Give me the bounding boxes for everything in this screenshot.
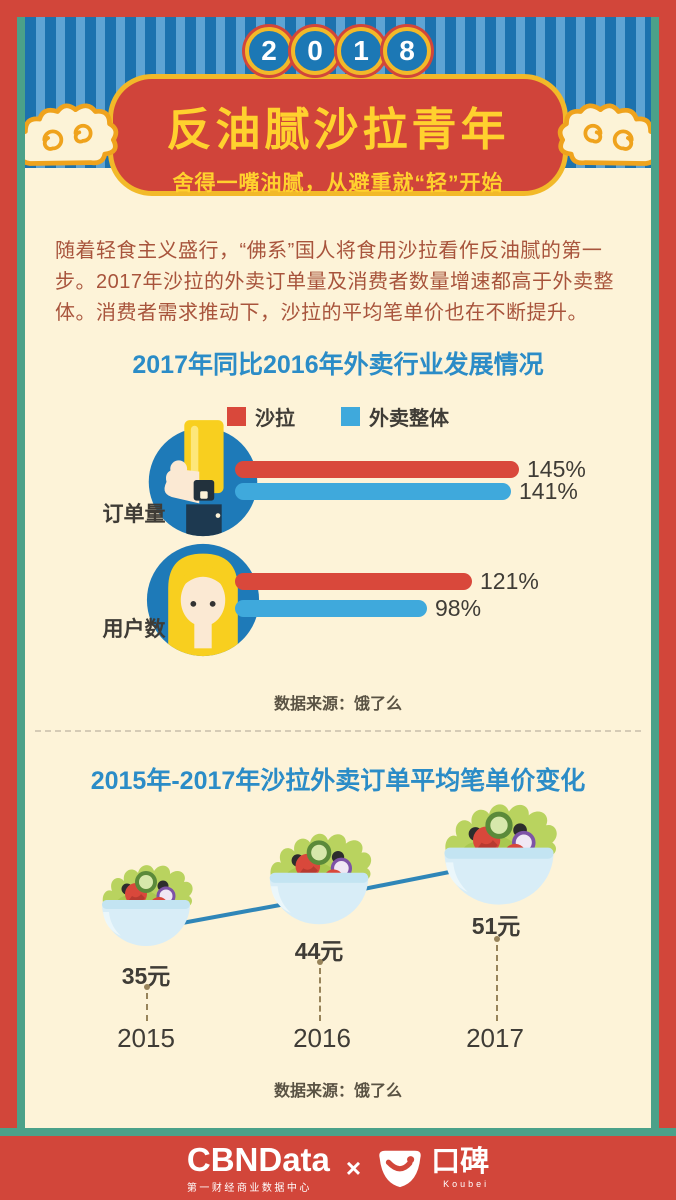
bar-orders-overall: [235, 482, 511, 500]
bar-orders-salad: [235, 460, 519, 478]
year-digit-badge: 8: [383, 27, 431, 75]
chart1-title: 2017年同比2016年外卖行业发展情况: [132, 351, 544, 379]
category-label-orders: 订单量: [102, 503, 166, 526]
cloud-icon: [557, 103, 651, 166]
price-label-2017: 51元: [471, 913, 521, 939]
poster-body: 2 0 1 8 反油腻沙拉青年 舍得一嘴油腻，从避重就“轻”开始 随着轻食主义盛…: [17, 17, 659, 1128]
title-plate: 反油腻沙拉青年 舍得一嘴油腻，从避重就“轻”开始: [108, 74, 568, 196]
year-digit: 1: [353, 35, 369, 66]
cbndata-tagline: 第一财经商业数据中心: [186, 1182, 312, 1194]
category-label-users: 用户数: [102, 618, 166, 641]
bar-row-orders-overall: 141%: [235, 478, 578, 504]
female-user-icon: [146, 543, 260, 657]
chart1-legend: 沙拉 外卖整体: [25, 402, 651, 431]
cbndata-logo: CBNData 第一财经商业数据中心: [187, 1143, 330, 1194]
salad-bowl-2015-icon: [100, 863, 195, 948]
collab-cross-icon: ×: [345, 1152, 362, 1183]
year-digit: 0: [307, 35, 323, 66]
koubei-logo: 口碑 Koubei: [377, 1147, 489, 1190]
year-digit: 8: [399, 35, 415, 66]
salad-bowl-2016-icon: [263, 828, 375, 931]
year-badge-row: 2 0 1 8: [25, 27, 651, 75]
intro-paragraph: 随着轻食主义盛行，“佛系”国人将食用沙拉看作反油腻的第一步。2017年沙拉的外卖…: [55, 240, 614, 324]
cloud-icon: [25, 103, 119, 166]
koubei-texts: 口碑 Koubei: [431, 1145, 490, 1189]
footer-accent-line: [0, 1128, 676, 1136]
chart2-source: 数据来源：饿了么: [273, 1083, 402, 1100]
year-digit-badge: 2: [245, 27, 293, 75]
bar-value-users-overall: 98%: [435, 594, 482, 621]
legend-label-overall: 外卖整体: [369, 408, 449, 430]
bar-value-users-salad: 121%: [480, 567, 539, 594]
bar-value-orders-salad: 145%: [527, 455, 586, 482]
legend-item-overall: 外卖整体: [341, 402, 449, 431]
legend-item-salad: 沙拉: [227, 402, 295, 431]
chart2-title: 2015年-2017年沙拉外卖订单平均笔单价变化: [90, 767, 586, 795]
year-digit: 2: [261, 35, 277, 66]
year-digit-badge: 0: [291, 27, 339, 75]
axis-year-2015: 2015: [117, 1023, 175, 1053]
axis-year-2016: 2016: [293, 1023, 351, 1053]
legend-label-salad: 沙拉: [255, 408, 295, 430]
bar-users-overall: [235, 599, 427, 617]
bar-row-users-salad: 121%: [235, 568, 539, 594]
dashed-connector: [144, 984, 150, 1021]
bar-row-users-overall: 98%: [235, 595, 481, 621]
cbndata-wordmark: CBNData: [186, 1140, 330, 1178]
dashed-divider: [35, 730, 641, 732]
chart1-source: 数据来源：饿了么: [273, 696, 402, 713]
bar-row-orders-salad: 145%: [235, 456, 586, 482]
dashed-connector: [317, 959, 323, 1021]
koubei-wordmark: 口碑: [431, 1145, 490, 1178]
koubei-bowl-icon: [379, 1150, 421, 1187]
bar-value-orders-overall: 141%: [519, 477, 578, 504]
axis-year-2017: 2017: [466, 1023, 524, 1053]
dashed-connector: [494, 936, 500, 1021]
poster-subtitle: 舍得一嘴油腻，从避重就“轻”开始: [172, 172, 504, 195]
legend-swatch-overall: [341, 407, 360, 426]
salad-bowl-2017-icon: [437, 798, 561, 912]
bar-users-salad: [235, 572, 472, 590]
year-digit-badge: 1: [337, 27, 385, 75]
legend-swatch-salad: [227, 407, 246, 426]
koubei-romanized: Koubei: [443, 1178, 490, 1189]
phone-in-hand-icon: [148, 420, 258, 537]
poster-title: 反油腻沙拉青年: [166, 104, 510, 155]
footer-brand-bar: CBNData 第一财经商业数据中心 × 口碑 Koubei: [0, 1136, 676, 1200]
